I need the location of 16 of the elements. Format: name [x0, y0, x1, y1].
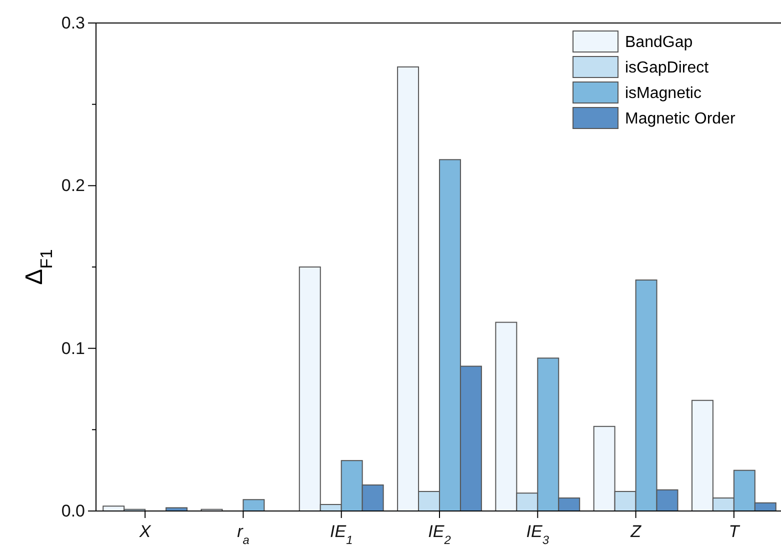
x-tick-label: Z: [630, 522, 642, 541]
legend-label: Magnetic Order: [625, 110, 736, 128]
legend-label: isGapDirect: [625, 60, 710, 76]
y-tick-label: 0.2: [61, 176, 85, 196]
x-tick-label: T: [728, 522, 741, 541]
bar: [242, 499, 265, 512]
x-tick-label: IE$_{3}$: [526, 522, 550, 547]
y-tick-label: 0.1: [61, 338, 85, 358]
legend-label: isMagnetic: [625, 85, 702, 102]
x-tick-label: IE$_{2}$: [428, 522, 452, 547]
x-tick-label: IE$_{1}$: [330, 522, 353, 547]
y-tick-label: 0.3: [61, 13, 85, 32]
y-tick-label: 0.0: [61, 501, 85, 520]
x-tick-label: r$_{a}$: [237, 522, 250, 547]
x-tick-label: X: [138, 522, 152, 541]
legend-label: BandGap: [625, 34, 693, 51]
